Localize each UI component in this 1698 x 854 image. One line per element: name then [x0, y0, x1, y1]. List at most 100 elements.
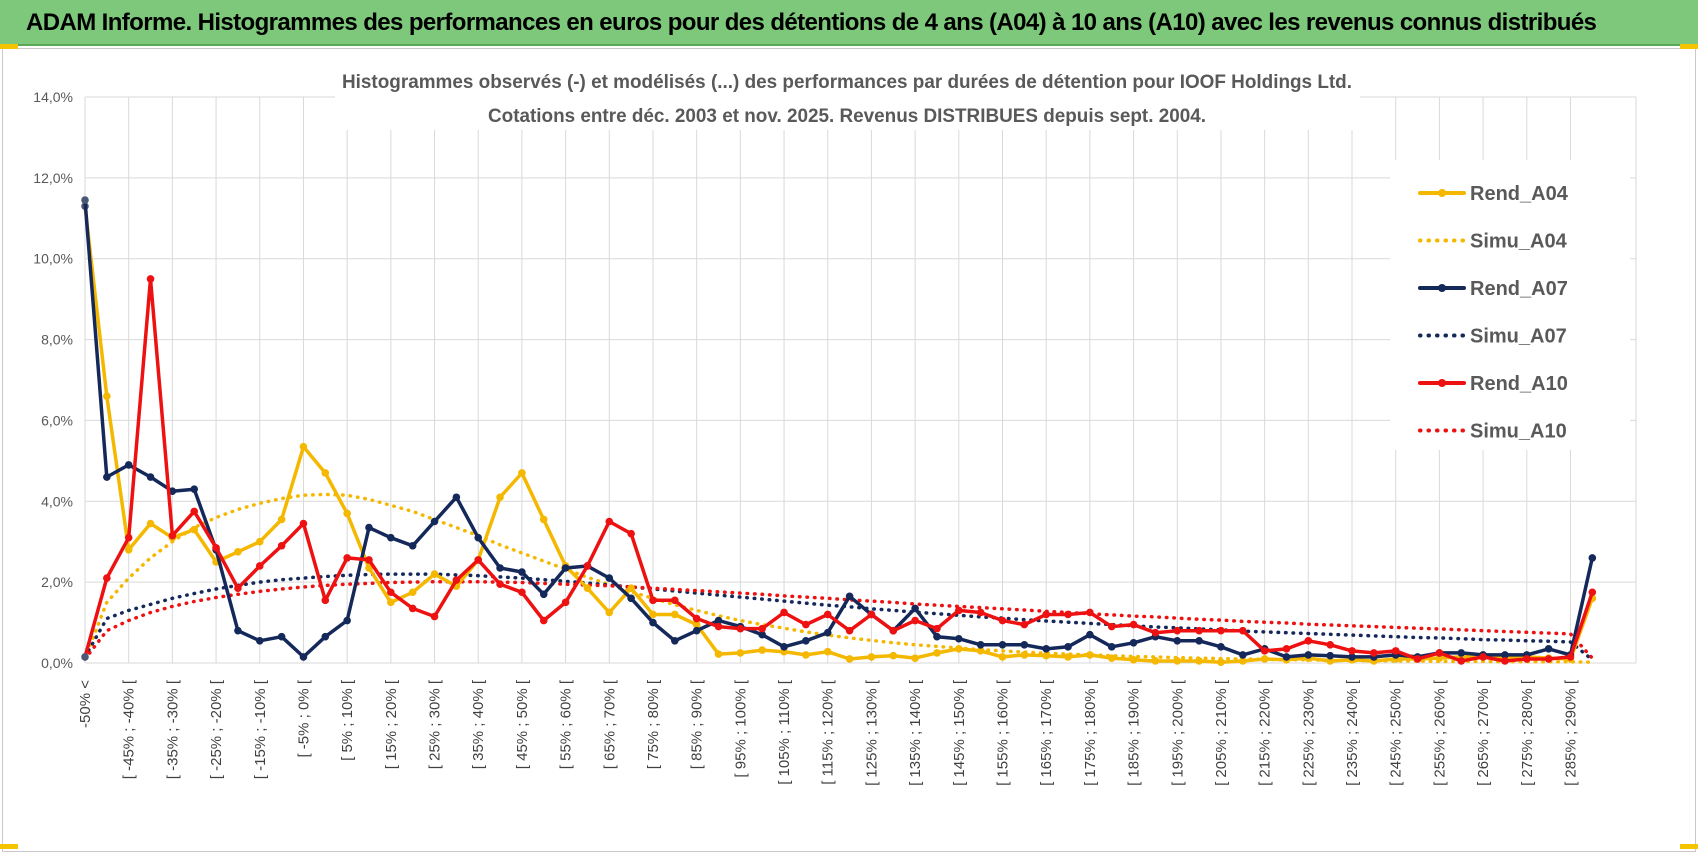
data-point-rend-a04	[496, 493, 504, 502]
y-tick-label: 8,0%	[41, 332, 73, 348]
data-point-rend-a04	[1435, 654, 1444, 662]
x-tick-label: [ 255% ; 260% [	[1431, 679, 1448, 786]
data-point-rend-a10	[496, 580, 504, 588]
data-point-rend-a04	[1217, 658, 1225, 666]
legend-marker-rend-a10	[1438, 379, 1446, 387]
data-point-rend-a10	[758, 624, 766, 633]
data-point-rend-a10	[1064, 610, 1072, 619]
data-point-rend-a10	[343, 554, 351, 562]
data-point-rend-a04	[321, 469, 330, 477]
x-tick-label: [ 165% ; 170% [	[1038, 679, 1055, 786]
data-point-rend-a04	[408, 588, 417, 597]
data-point-rend-a04	[1064, 653, 1072, 661]
data-point-rend-a10	[627, 529, 635, 538]
y-tick-label: 12,0%	[33, 170, 73, 186]
data-point-rend-a10	[81, 653, 89, 661]
data-point-rend-a04	[1020, 651, 1029, 659]
x-axis-ticks: -50% < [ -45% ; -40% [[ -35% ; -30% [[ -2…	[77, 679, 1579, 786]
x-tick-label: [ 15% ; 20% [	[383, 679, 400, 769]
data-point-rend-a10	[867, 610, 876, 619]
data-point-rend-a04	[1195, 657, 1203, 665]
x-tick-label: [ -35% ; -30% [	[164, 679, 181, 779]
y-tick-label: 2,0%	[41, 574, 73, 590]
x-tick-label: [ 115% ; 120% [	[820, 679, 837, 785]
data-point-rend-a07	[671, 636, 679, 645]
data-point-rend-a04	[190, 525, 199, 534]
x-tick-label: [ 45% ; 50% [	[514, 679, 531, 769]
x-tick-label: [ 225% ; 230% [	[1300, 679, 1317, 786]
data-point-rend-a10	[1413, 655, 1422, 663]
data-point-rend-a10	[1238, 626, 1247, 635]
data-point-rend-a10	[299, 519, 308, 528]
corner-mark-top-right	[1680, 44, 1698, 49]
data-point-rend-a04	[277, 515, 286, 524]
data-point-rend-a07	[1457, 649, 1466, 657]
data-point-rend-a10	[1304, 636, 1313, 645]
data-point-rend-a07	[998, 641, 1007, 649]
data-point-rend-a04	[1326, 657, 1334, 665]
data-point-rend-a10	[387, 588, 395, 597]
data-point-rend-a07	[1020, 641, 1029, 649]
data-point-rend-a07	[474, 533, 483, 542]
data-point-rend-a07	[1042, 645, 1050, 653]
data-point-rend-a07	[845, 592, 854, 601]
data-point-rend-a04	[365, 564, 373, 572]
data-point-rend-a10	[1020, 620, 1029, 629]
x-tick-label: [ -25% ; -20% [	[208, 679, 225, 779]
y-tick-label: 14,0%	[33, 89, 73, 105]
data-point-rend-a10	[1370, 649, 1378, 657]
data-point-rend-a04	[867, 653, 876, 661]
data-point-rend-a10	[234, 584, 242, 593]
data-point-rend-a10	[1173, 626, 1182, 635]
x-tick-label: [ -5% ; 0% [	[295, 679, 312, 757]
y-tick-label: 6,0%	[41, 412, 73, 428]
data-point-rend-a10	[190, 507, 199, 516]
data-point-rend-a04	[627, 584, 635, 593]
data-point-rend-a10	[1042, 610, 1050, 619]
data-point-rend-a04	[1129, 655, 1138, 664]
data-point-rend-a10	[955, 606, 963, 615]
data-point-rend-a04	[124, 546, 133, 554]
x-tick-label: [ 35% ; 40% [	[470, 679, 487, 769]
data-point-rend-a07	[605, 574, 614, 582]
data-point-rend-a07	[714, 616, 723, 625]
data-point-rend-a07	[1107, 643, 1116, 651]
x-tick-label: [ 235% ; 240% [	[1344, 679, 1361, 786]
x-tick-label: [ 285% ; 290% [	[1562, 679, 1579, 786]
data-point-rend-a07	[518, 568, 526, 576]
series-line-rend-a04	[83, 204, 1595, 664]
data-point-rend-a10	[1195, 626, 1203, 635]
data-point-rend-a10	[1282, 645, 1291, 653]
legend-label-simu-a07: Simu_A07	[1470, 326, 1567, 348]
data-point-rend-a10	[474, 556, 483, 564]
series-line-simu-a04	[83, 492, 1595, 664]
legend-label-rend-a07: Rend_A07	[1470, 278, 1568, 300]
data-point-rend-a07	[365, 523, 373, 532]
data-point-rend-a07	[823, 628, 832, 637]
data-point-rend-a04	[889, 651, 898, 660]
data-point-rend-a04	[649, 610, 657, 619]
data-point-rend-a07	[343, 616, 351, 625]
data-point-rend-a07	[430, 517, 439, 526]
x-tick-label: [ 55% ; 60% [	[558, 679, 575, 769]
data-point-rend-a10	[1217, 626, 1225, 635]
data-point-rend-a10	[408, 604, 417, 613]
data-point-rend-a10	[605, 517, 614, 526]
data-point-rend-a07	[496, 564, 504, 572]
data-point-rend-a04	[1238, 657, 1247, 665]
title-box	[335, 66, 1360, 130]
chart-title-background	[335, 66, 1360, 130]
series-line-rend-a07	[83, 198, 1595, 659]
x-tick-label: [ 215% ; 220% [	[1257, 679, 1274, 786]
x-tick-label: [ 205% ; 210% [	[1213, 679, 1230, 786]
header-banner: ADAM Informe. Histogrammes des performan…	[0, 0, 1698, 46]
data-point-rend-a04	[692, 620, 701, 629]
data-point-rend-a07	[561, 564, 570, 572]
data-point-rend-a10	[1544, 655, 1553, 663]
data-point-rend-a10	[255, 562, 264, 570]
data-point-rend-a10	[1391, 647, 1400, 655]
data-point-rend-a07	[758, 630, 766, 639]
data-point-rend-a07	[103, 473, 111, 481]
data-point-rend-a04	[1086, 651, 1094, 659]
